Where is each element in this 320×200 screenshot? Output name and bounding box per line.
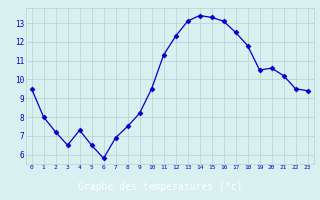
Text: Graphe des températures (°c): Graphe des températures (°c) — [78, 182, 242, 192]
